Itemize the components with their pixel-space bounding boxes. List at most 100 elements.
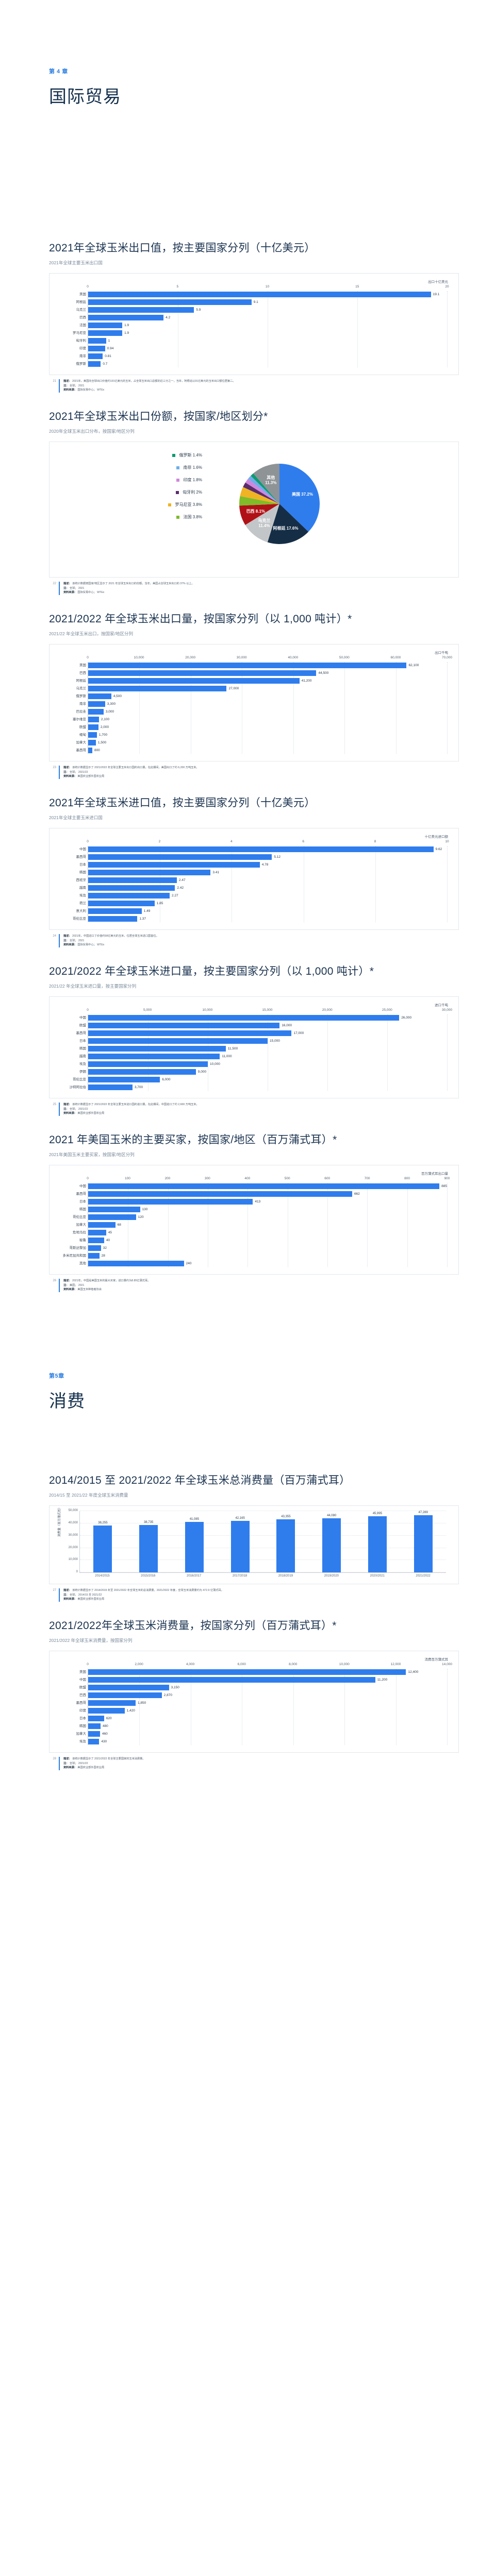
bar-category-label: 阿根廷	[76, 300, 87, 304]
pie-slice	[240, 487, 279, 504]
bar-value-label: 45	[108, 1231, 112, 1235]
bar-value-label: 0.81	[105, 354, 111, 359]
bar-value-label: 4,500	[113, 694, 122, 699]
gridline: 30,000	[69, 1534, 446, 1537]
bar-value-label: 662	[354, 1192, 360, 1196]
bar	[88, 1061, 208, 1067]
chapter-title: 消费	[49, 1391, 85, 1411]
note-source: 资料来源： 国际贸易中心； WTEx	[63, 388, 105, 392]
x-tick-label: 8	[374, 840, 376, 844]
note-number: 27	[53, 1589, 56, 1592]
bar	[88, 353, 103, 360]
bar	[88, 1038, 268, 1044]
bar-category-label: 印度	[79, 347, 86, 351]
table-row: 欧盟 3,150	[79, 1684, 447, 1691]
gridline	[447, 662, 448, 754]
table-row: 墨西哥 5.12	[76, 854, 447, 860]
table-row: 巴西 2,870	[79, 1692, 447, 1699]
x-axis-labels: 2014/2015 2015/2016 2016/2017 2017/2018 2018…	[79, 1574, 446, 1578]
bar	[88, 1015, 400, 1021]
bar-value-label: 3,000	[105, 710, 114, 714]
slide-note: 25 描述： 该统计数据显示了 2021/2022 年全球主要玉米进口国的进口量…	[0, 1103, 495, 1116]
note-source: 资料来源： 美国农业部外国农业局	[63, 1112, 105, 1115]
bar-value-label: 1.9	[124, 331, 129, 335]
bar	[88, 901, 155, 907]
legend-label: 匈牙利 2%	[183, 490, 202, 495]
x-tick-label: 20,000	[185, 656, 196, 660]
legend-item: 罗马尼亚 3.8%	[73, 502, 202, 507]
bar-category-label: 罗马尼亚	[73, 331, 86, 335]
bar	[88, 1238, 104, 1244]
bar-category-label: 巴西	[79, 1693, 86, 1698]
bar-value-label: 5.9	[196, 308, 201, 312]
plot-area: 中国 9.62 墨西哥 5.12 日本 4.78 韩国 3.41 西班牙 2.4…	[73, 846, 448, 923]
gridline	[344, 662, 345, 754]
note-source: 资料来源： 国际贸易中心； WTEx	[63, 943, 105, 947]
slide-content: 2021/2022 年全球玉米出口量，按国家分列（以 1,000 吨计）* 20…	[0, 613, 495, 762]
legend-swatch-icon	[175, 491, 179, 495]
bar-value-label: 1	[108, 339, 110, 343]
note-scope: 注： 全球； 2021/22	[63, 1761, 88, 1765]
gridline	[357, 291, 358, 368]
table-row: 欧盟 2,000	[79, 724, 447, 731]
chart-horizontal-bar: 进口千吨 0 5,000 10,000 15,000 20,000 25,000 30,00…	[49, 996, 459, 1099]
bar	[88, 877, 177, 884]
slide-note: 26 描述： 2021年，中国是美国玉米的最大买家，进口量约为8.85亿蒲式耳。…	[0, 1279, 495, 1292]
bar-value-label: 44,080	[326, 1514, 337, 1518]
slide: 2021/2022 年全球玉米出口量，按国家分列（以 1,000 吨计）* 20…	[0, 613, 495, 779]
legend-item: 印度 1.8%	[73, 477, 202, 483]
bar-plot: 消费量（百万蒲式耳） 0 10,000 20,000 30,000 40,000…	[58, 1506, 450, 1578]
chart-horizontal-bar: 消费百万蒲式耳 0 2,000 4,000 6,000 8,000 10,000 12,00…	[49, 1651, 459, 1753]
bar-value-label: 4.78	[261, 863, 269, 867]
slide-note: 21 描述： 2021年，美国向全球出口价值约191亿美元的玉米，占全球玉米出口…	[0, 379, 495, 393]
pie-slice	[253, 464, 279, 504]
bar	[88, 1677, 375, 1683]
bar	[88, 663, 407, 669]
note-description: 描述： 该统计数据显示了 2021/2022 年全球主要玉米出口国的出口量。在此…	[63, 766, 199, 770]
bar-category-label: 印度	[79, 1709, 86, 1713]
gridline	[344, 1669, 345, 1745]
x-axis-ticks: 0 5,000 10,000 15,000 20,000 25,000 30,000	[87, 1008, 452, 1014]
bar	[88, 724, 98, 731]
table-row: 美国 19.1	[79, 291, 447, 298]
bar	[88, 1207, 140, 1213]
note-number: 22	[53, 582, 56, 586]
y-tick-label: 0	[76, 1570, 78, 1574]
note-text: 描述： 2021年，中国是美国玉米的最大买家，进口量约为8.85亿蒲式耳。 注：…	[63, 1279, 150, 1292]
legend-item: 南非 1.6%	[73, 465, 202, 470]
note-description: 描述： 2021年，中国进口了价值约98亿美元的玉米，位居全球玉米进口国首位。	[63, 935, 159, 938]
bar	[88, 916, 138, 922]
bar	[88, 870, 211, 876]
note-source: 资料来源： 美国农业部外国农业局	[63, 775, 105, 778]
pie-slice	[245, 504, 279, 543]
slide: 2014/2015 至 2021/2022 年全球玉米总消费量（百万蒲式耳） 2…	[0, 1474, 495, 1602]
note-accent-bar	[59, 1103, 60, 1116]
bar-value-label: 2,000	[100, 725, 109, 730]
chart-vertical-bar: 消费量（百万蒲式耳） 0 10,000 20,000 30,000 40,000…	[49, 1505, 459, 1585]
x-tick-label: 2	[158, 840, 161, 844]
bar-category-label: 日本	[79, 1200, 86, 1204]
table-row: 日本 413	[79, 1198, 447, 1205]
bar-value-label: 2.42	[177, 886, 184, 890]
x-axis-title: 十亿美元进口额	[424, 835, 449, 839]
bar-column: 45,995	[366, 1511, 389, 1573]
bar	[88, 323, 123, 329]
chart-horizontal-bar: 出口十亿美元 0 5 10 15 20 美国 19.1 阿根廷 9.1 乌克兰 5.9 …	[49, 273, 459, 376]
pie-slice-label: 乌克兰	[258, 518, 270, 523]
bar-column: 38,255	[91, 1511, 114, 1573]
x-axis-title: 出口千吨	[435, 651, 448, 655]
note-source: 资料来源： 国际贸易中心； WTEx	[63, 591, 105, 595]
bar	[88, 1700, 136, 1706]
slide: 2021/2022年全球玉米消费量，按国家分列（百万蒲式耳）* 2021/202…	[0, 1619, 495, 1770]
note-description: 描述： 该统计数据显示了 2021/2022 年全球主要玉米进口国的进口量。在此…	[63, 1103, 199, 1107]
page-title: 2021/2022 年全球玉米进口量，按主要国家分列（以 1,000 吨计）*	[49, 965, 374, 977]
note-accent-bar	[59, 766, 60, 779]
slide-subtitle: 2020年全球玉米出口分布，按国家/地区分列	[49, 429, 135, 434]
bar-category-label: 加拿大	[76, 1732, 87, 1736]
x-tick-label: 2019/2020	[324, 1574, 339, 1578]
bar	[139, 1524, 158, 1573]
bar	[88, 315, 164, 321]
bar-value-label: 41,200	[301, 679, 312, 683]
x-tick-label: 2020/2021	[370, 1574, 385, 1578]
bar	[276, 1519, 295, 1573]
